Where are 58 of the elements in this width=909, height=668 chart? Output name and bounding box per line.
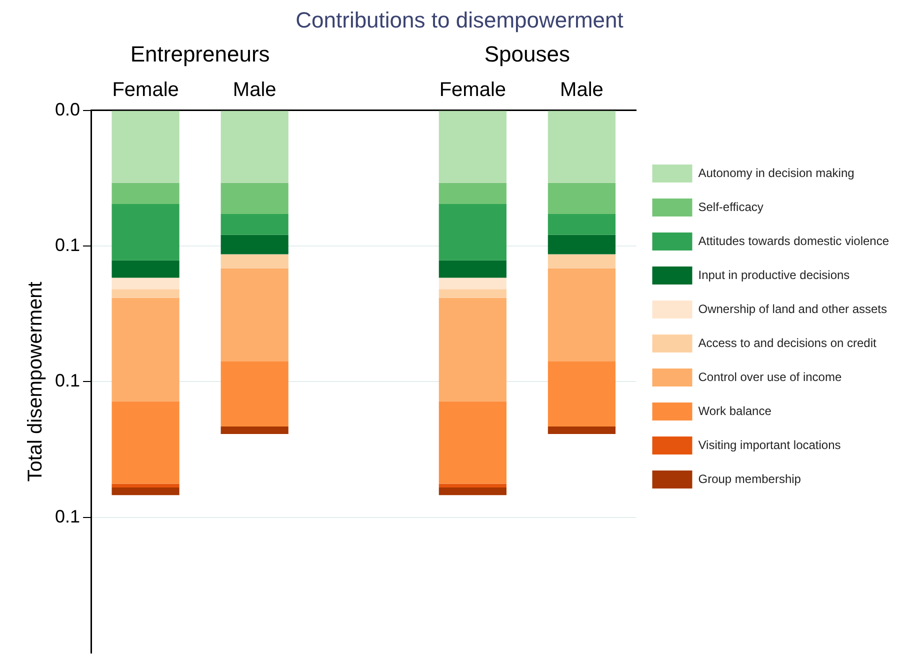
bar	[548, 214, 616, 235]
bar	[548, 254, 616, 268]
bar	[112, 278, 180, 290]
bar	[112, 289, 180, 298]
y-tick-label: 0.1	[54, 370, 80, 391]
bar	[548, 110, 616, 183]
bar	[112, 110, 180, 183]
x-tick-label: Female	[112, 78, 179, 101]
text: Spouses	[484, 41, 570, 66]
bar	[438, 182, 506, 204]
bar	[112, 484, 180, 488]
y-tick-label: 0.0	[54, 99, 80, 120]
y-tick-label: 0.1	[54, 235, 80, 256]
bar	[438, 488, 506, 496]
bar	[438, 401, 506, 484]
legend-label: Self-efficacy	[698, 200, 764, 214]
legend-label: Control over use of income	[698, 370, 842, 384]
bar	[438, 260, 506, 278]
legend-label: Work balance	[698, 404, 772, 418]
y-tick-label: 0.1	[54, 506, 80, 526]
bar	[438, 484, 506, 488]
bar	[438, 278, 506, 290]
bar	[220, 214, 288, 235]
bar	[220, 110, 288, 183]
bar	[112, 401, 180, 484]
legend-label: Attitudes towards domestic violence	[698, 234, 890, 248]
bar	[438, 298, 506, 402]
y-axis-title: Total disempowerment	[24, 281, 47, 482]
bar	[220, 234, 288, 254]
legend-label: Ownership of land and other assets	[698, 302, 888, 316]
bar	[112, 488, 180, 496]
bar	[112, 260, 180, 278]
text: Entrepreneurs	[130, 41, 270, 66]
legend-label: Group membership	[698, 472, 802, 486]
bar	[220, 254, 288, 268]
legend-label: Autonomy in decision making	[698, 166, 854, 180]
legend-label: Visiting important locations	[698, 438, 841, 452]
x-tick-label: Male	[232, 78, 276, 101]
legend-label: Access to and decisions on credit	[698, 336, 878, 350]
bar	[548, 234, 616, 254]
bar	[548, 361, 616, 426]
bar	[438, 289, 506, 298]
bar	[220, 426, 288, 434]
bar	[438, 204, 506, 260]
legend-label: Input in productive decisions	[698, 268, 850, 282]
bar	[112, 298, 180, 402]
bar	[548, 426, 616, 434]
bar	[220, 268, 288, 362]
bar	[548, 268, 616, 362]
bar	[112, 182, 180, 204]
bar	[112, 204, 180, 260]
bar	[220, 361, 288, 426]
bar	[548, 182, 616, 214]
x-tick-label: Female	[439, 78, 506, 101]
bar	[438, 110, 506, 183]
bar	[220, 182, 288, 214]
chart-title: Contributions to disempowerment	[296, 7, 624, 32]
x-tick-label: Male	[560, 78, 604, 101]
